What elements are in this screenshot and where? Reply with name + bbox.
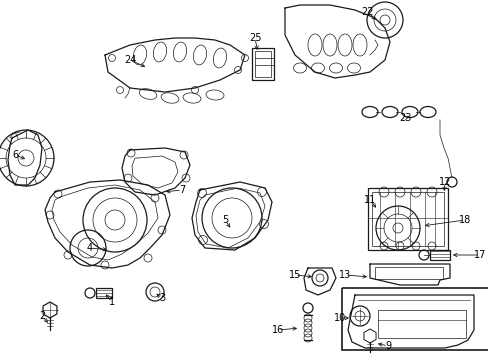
Text: 12: 12 [438,177,450,187]
Text: 17: 17 [473,250,485,260]
Text: 5: 5 [222,215,228,225]
Bar [96,288,112,298]
Text: 22: 22 [361,7,373,17]
Text: 18: 18 [458,215,470,225]
Text: 4: 4 [87,243,93,253]
Text: 10: 10 [333,313,346,323]
Text: 15: 15 [288,270,301,280]
Bar [374,267,442,279]
Text: 7: 7 [179,185,185,195]
Bar [377,310,465,338]
Text: 25: 25 [248,33,261,43]
Text: 16: 16 [271,325,284,335]
Bar [251,48,273,80]
Bar [341,288,488,350]
Bar [371,192,443,246]
Bar [367,188,447,250]
Text: 13: 13 [338,270,350,280]
Bar [429,250,449,260]
Bar [254,51,270,77]
Text: 9: 9 [384,341,390,351]
Text: 23: 23 [398,113,410,123]
Text: 11: 11 [363,195,375,205]
Text: 2: 2 [39,311,45,321]
Text: 24: 24 [123,55,136,65]
Text: 6: 6 [12,150,18,160]
Text: 1: 1 [109,297,115,307]
Text: 3: 3 [159,293,165,303]
